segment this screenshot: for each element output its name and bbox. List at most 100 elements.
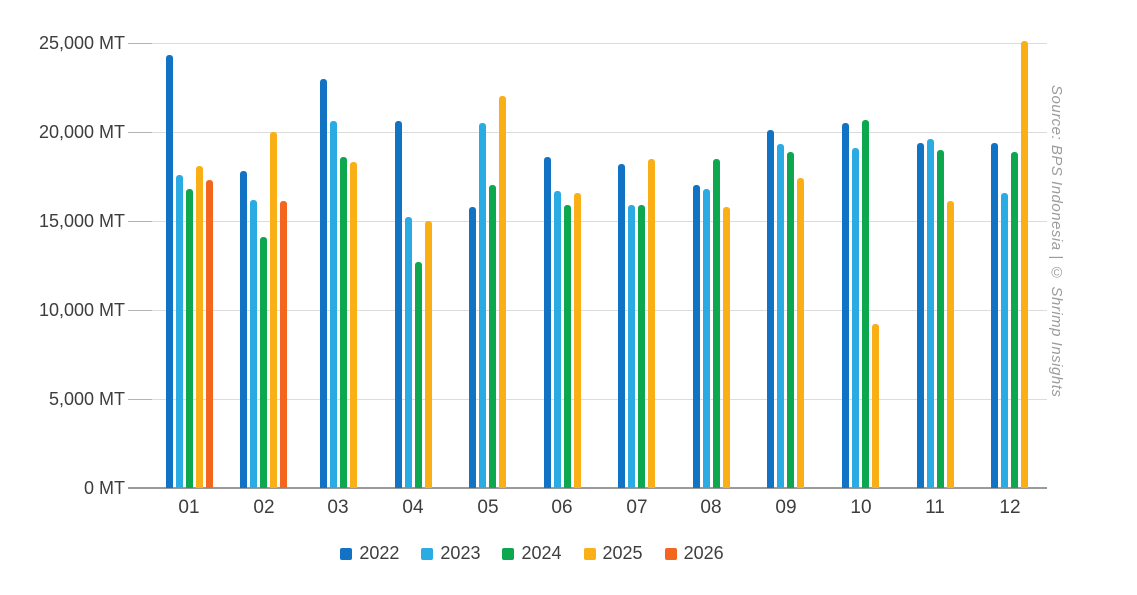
legend-item-2026: 2026 [664, 543, 724, 564]
bar-2022-month-08 [693, 185, 700, 488]
bar-2024-month-06 [564, 205, 571, 488]
bar-2025-month-04 [425, 221, 432, 488]
bar-2022-month-02 [240, 171, 247, 488]
x-axis-label-02: 02 [253, 497, 275, 518]
x-axis-label-08: 08 [700, 497, 722, 518]
bar-group-month-01 [166, 55, 213, 488]
bar-2022-month-06 [544, 157, 551, 488]
legend-swatch-2023 [421, 547, 434, 560]
bar-group-month-05 [469, 96, 506, 488]
y-axis-tick [128, 221, 152, 222]
bar-group-month-10 [842, 120, 879, 488]
bar-2022-month-10 [842, 123, 849, 488]
bar-2022-month-07 [618, 164, 625, 488]
bar-2024-month-08 [713, 159, 720, 488]
bar-2022-month-09 [767, 130, 774, 488]
x-axis-label-12: 12 [999, 497, 1021, 518]
x-axis-label-03: 03 [327, 497, 349, 518]
legend-item-2022: 2022 [340, 543, 399, 564]
x-axis-label-05: 05 [477, 497, 499, 518]
y-gridline [152, 310, 1047, 311]
bar-2022-month-01 [166, 55, 173, 488]
y-axis-tick [128, 310, 152, 311]
bar-2024-month-10 [862, 120, 869, 488]
x-axis-line [152, 487, 1047, 489]
bar-2025-month-12 [1021, 41, 1028, 488]
bar-2024-month-01 [186, 189, 193, 488]
y-axis-tick [128, 399, 152, 400]
bar-2023-month-01 [176, 175, 183, 488]
x-axis-label-06: 06 [551, 497, 573, 518]
bar-2022-month-03 [320, 79, 327, 488]
bar-2026-month-02 [280, 201, 287, 488]
plot-area [152, 41, 1047, 489]
y-axis-label: 20,000 MT [38, 122, 125, 142]
x-axis-label-04: 04 [402, 497, 424, 518]
legend-item-2023: 2023 [421, 543, 480, 564]
x-axis-label-10: 10 [850, 497, 872, 518]
legend-swatch-2026 [664, 547, 677, 560]
bar-group-month-03 [320, 79, 357, 488]
bar-group-month-12 [991, 41, 1028, 488]
y-axis-tick [128, 43, 152, 44]
bar-2025-month-08 [723, 207, 730, 488]
bar-2023-month-02 [250, 200, 257, 488]
legend-label-2026: 2026 [683, 543, 724, 563]
bar-2025-month-10 [872, 324, 879, 488]
bar-2022-month-05 [469, 207, 476, 488]
x-axis-label-09: 09 [775, 497, 797, 518]
x-axis-label-07: 07 [626, 497, 648, 518]
legend-label-2022: 2022 [359, 543, 400, 563]
bar-2024-month-02 [260, 237, 267, 488]
legend-label-2023: 2023 [440, 543, 481, 563]
legend-item-2025: 2025 [583, 543, 643, 564]
x-axis-label-11: 11 [925, 497, 945, 518]
source-note: Source: BPS Indonesia | © Shrimp Insight… [1048, 85, 1065, 398]
bar-2022-month-12 [991, 143, 998, 488]
bar-2023-month-12 [1001, 193, 1008, 488]
y-gridline [152, 132, 1047, 133]
legend-label-2024: 2024 [521, 543, 562, 563]
y-axis-label: 10,000 MT [38, 300, 125, 320]
legend-item-2024: 2024 [502, 543, 562, 564]
bar-2025-month-05 [499, 96, 506, 488]
y-gridline [152, 399, 1047, 400]
bar-2025-month-01 [196, 166, 203, 488]
bar-group-month-11 [917, 139, 954, 488]
bar-2024-month-03 [340, 157, 347, 488]
bar-2024-month-05 [489, 185, 496, 488]
bar-2024-month-12 [1011, 152, 1018, 488]
bar-2024-month-11 [937, 150, 944, 488]
bar-2023-month-05 [479, 123, 486, 488]
bar-group-month-04 [395, 121, 432, 488]
bar-2025-month-07 [648, 159, 655, 488]
y-axis-label: 5,000 MT [48, 389, 125, 409]
bar-2023-month-06 [554, 191, 561, 488]
bar-2025-month-06 [574, 193, 581, 488]
bar-2025-month-03 [350, 162, 357, 488]
bar-2023-month-03 [330, 121, 337, 488]
bar-2022-month-04 [395, 121, 402, 488]
bar-group-month-07 [618, 159, 655, 488]
bar-2023-month-11 [927, 139, 934, 488]
bar-2025-month-02 [270, 132, 277, 488]
bar-2024-month-07 [638, 205, 645, 488]
x-axis-label-01: 01 [178, 497, 200, 518]
y-axis-label: 0 MT [83, 478, 125, 498]
bar-2023-month-07 [628, 205, 635, 488]
bar-group-month-06 [544, 157, 581, 488]
bar-2024-month-04 [415, 262, 422, 488]
y-axis-tick [128, 132, 152, 133]
y-gridline [152, 221, 1047, 222]
y-axis-label: 25,000 MT [38, 33, 125, 53]
bar-2022-month-11 [917, 143, 924, 488]
y-gridline [152, 43, 1047, 44]
bar-2023-month-04 [405, 217, 412, 488]
legend-label-2025: 2025 [602, 543, 643, 563]
bar-2025-month-11 [947, 201, 954, 488]
bar-2025-month-09 [797, 178, 804, 488]
y-axis-tick [128, 487, 152, 489]
legend-swatch-2024 [502, 547, 515, 560]
bar-2023-month-10 [852, 148, 859, 488]
